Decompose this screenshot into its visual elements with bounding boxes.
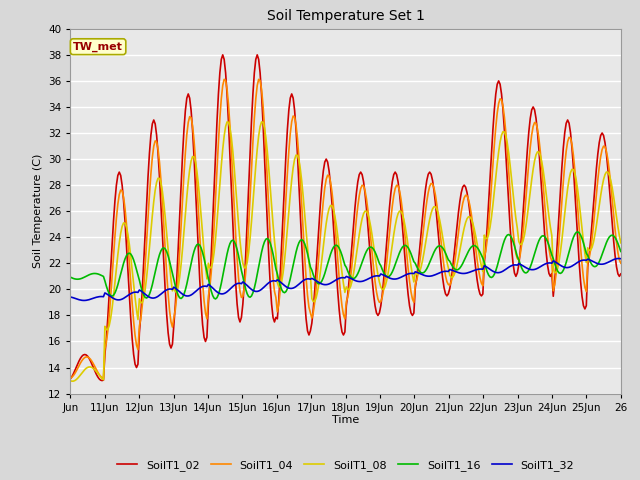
SoilT1_08 [543, 202, 551, 208]
SoilT1_16 [542, 236, 550, 241]
Line: SoilT1_04: SoilT1_04 [70, 79, 621, 378]
SoilT1_02 [543, 262, 551, 268]
SoilT1_32 [614, 256, 622, 262]
SoilT1_02 [353, 190, 360, 196]
SoilT1_08 [68, 378, 76, 384]
SoilT1_04 [67, 375, 74, 381]
SoilT1_02 [85, 356, 93, 361]
SoilT1_02 [67, 376, 74, 382]
SoilT1_04 [616, 257, 623, 263]
SoilT1_32 [79, 298, 87, 303]
SoilT1_08 [461, 220, 469, 226]
SoilT1_32 [86, 296, 94, 302]
Line: SoilT1_32: SoilT1_32 [70, 259, 621, 300]
SoilT1_08 [353, 252, 360, 258]
SoilT1_02 [617, 271, 625, 277]
SoilT1_32 [351, 277, 359, 283]
SoilT1_04 [100, 375, 108, 381]
SoilT1_08 [223, 119, 231, 125]
SoilT1_08 [67, 378, 74, 384]
SoilT1_04 [461, 192, 469, 198]
SoilT1_32 [67, 294, 74, 300]
SoilT1_04 [104, 328, 111, 334]
SoilT1_08 [104, 326, 111, 332]
SoilT1_04 [543, 233, 551, 239]
SoilT1_16 [574, 229, 582, 235]
Text: TW_met: TW_met [73, 42, 123, 52]
SoilT1_32 [542, 261, 550, 266]
SoilT1_16 [85, 272, 93, 278]
SoilT1_04 [353, 216, 360, 222]
SoilT1_04 [220, 76, 228, 82]
SoilT1_16 [351, 275, 359, 281]
SoilT1_08 [617, 240, 625, 246]
SoilT1_16 [67, 274, 74, 280]
SoilT1_02 [616, 274, 623, 279]
SoilT1_16 [212, 296, 220, 302]
Y-axis label: Soil Temperature (C): Soil Temperature (C) [33, 154, 43, 268]
Line: SoilT1_08: SoilT1_08 [70, 122, 621, 381]
SoilT1_16 [460, 258, 468, 264]
SoilT1_16 [616, 244, 623, 250]
SoilT1_02 [219, 52, 227, 58]
Line: SoilT1_16: SoilT1_16 [70, 232, 621, 299]
SoilT1_04 [85, 355, 93, 361]
SoilT1_32 [460, 271, 468, 276]
Legend: SoilT1_02, SoilT1_04, SoilT1_08, SoilT1_16, SoilT1_32: SoilT1_02, SoilT1_04, SoilT1_08, SoilT1_… [113, 456, 579, 476]
SoilT1_08 [86, 364, 94, 370]
SoilT1_32 [104, 292, 111, 298]
SoilT1_02 [461, 184, 469, 190]
SoilT1_08 [616, 233, 623, 239]
Line: SoilT1_02: SoilT1_02 [70, 55, 621, 381]
SoilT1_32 [616, 256, 623, 262]
SoilT1_02 [98, 378, 106, 384]
SoilT1_16 [617, 249, 625, 254]
SoilT1_16 [102, 283, 110, 289]
SoilT1_04 [617, 260, 625, 266]
Title: Soil Temperature Set 1: Soil Temperature Set 1 [267, 10, 424, 24]
SoilT1_32 [617, 256, 625, 262]
SoilT1_02 [104, 316, 111, 322]
X-axis label: Time: Time [332, 415, 359, 425]
